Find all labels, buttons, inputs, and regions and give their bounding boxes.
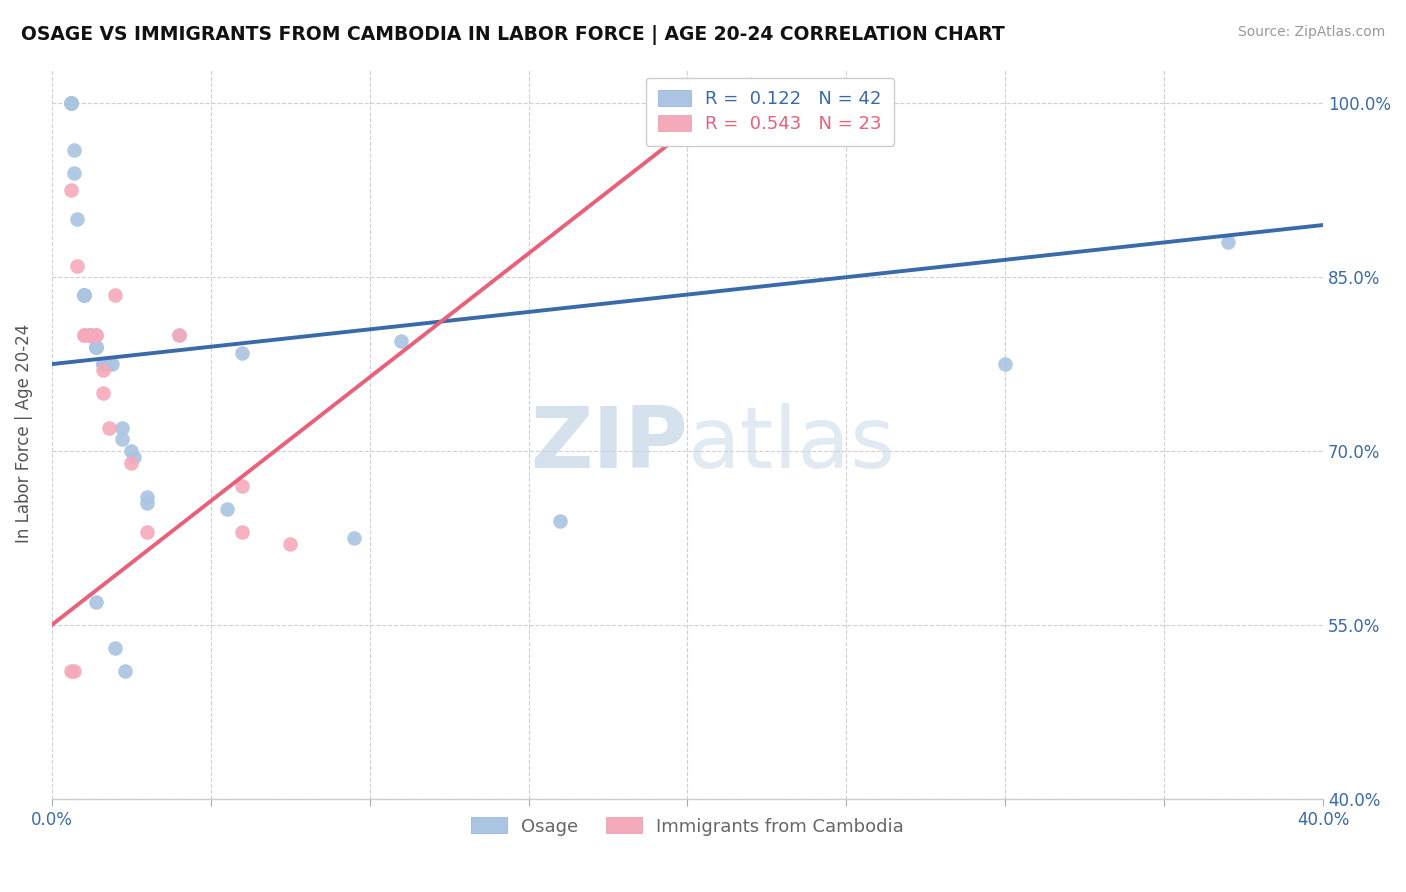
Point	[79, 328, 101, 343]
Point	[59, 183, 82, 197]
Point	[104, 287, 127, 301]
Point	[63, 166, 86, 180]
Point	[59, 96, 82, 111]
Point	[84, 340, 107, 354]
Point	[104, 641, 127, 656]
Text: Source: ZipAtlas.com: Source: ZipAtlas.com	[1237, 25, 1385, 39]
Point	[111, 433, 134, 447]
Point	[72, 287, 94, 301]
Point	[79, 328, 101, 343]
Point	[136, 496, 159, 510]
Point	[97, 421, 120, 435]
Point	[79, 328, 101, 343]
Point	[91, 357, 114, 371]
Point	[343, 531, 366, 545]
Point	[278, 537, 301, 551]
Point	[66, 212, 89, 227]
Point	[676, 96, 699, 111]
Point	[66, 259, 89, 273]
Point	[231, 525, 253, 540]
Point	[79, 328, 101, 343]
Point	[84, 340, 107, 354]
Point	[550, 514, 572, 528]
Point	[59, 96, 82, 111]
Point	[63, 665, 86, 679]
Point	[59, 96, 82, 111]
Point	[72, 287, 94, 301]
Point	[79, 328, 101, 343]
Point	[167, 328, 190, 343]
Point	[120, 456, 142, 470]
Point	[59, 96, 82, 111]
Text: atlas: atlas	[688, 403, 896, 486]
Point	[91, 357, 114, 371]
Point	[79, 328, 101, 343]
Point	[72, 287, 94, 301]
Point	[91, 357, 114, 371]
Point	[79, 328, 101, 343]
Point	[389, 334, 412, 348]
Y-axis label: In Labor Force | Age 20-24: In Labor Force | Age 20-24	[15, 324, 32, 543]
Text: ZIP: ZIP	[530, 403, 688, 486]
Point	[1216, 235, 1239, 250]
Text: OSAGE VS IMMIGRANTS FROM CAMBODIA IN LABOR FORCE | AGE 20-24 CORRELATION CHART: OSAGE VS IMMIGRANTS FROM CAMBODIA IN LAB…	[21, 25, 1005, 45]
Point	[120, 444, 142, 458]
Point	[63, 143, 86, 157]
Point	[215, 502, 238, 516]
Point	[79, 328, 101, 343]
Point	[72, 287, 94, 301]
Point	[101, 357, 124, 371]
Point	[114, 665, 136, 679]
Point	[79, 328, 101, 343]
Point	[994, 357, 1017, 371]
Point	[84, 328, 107, 343]
Point	[136, 491, 159, 505]
Point	[91, 363, 114, 377]
Point	[84, 328, 107, 343]
Point	[167, 328, 190, 343]
Point	[84, 340, 107, 354]
Point	[136, 525, 159, 540]
Point	[72, 328, 94, 343]
Point	[84, 340, 107, 354]
Point	[111, 421, 134, 435]
Point	[124, 450, 146, 464]
Point	[72, 328, 94, 343]
Point	[97, 357, 120, 371]
Point	[84, 595, 107, 609]
Legend: Osage, Immigrants from Cambodia: Osage, Immigrants from Cambodia	[463, 808, 912, 845]
Point	[59, 665, 82, 679]
Point	[91, 386, 114, 401]
Point	[231, 345, 253, 359]
Point	[231, 479, 253, 493]
